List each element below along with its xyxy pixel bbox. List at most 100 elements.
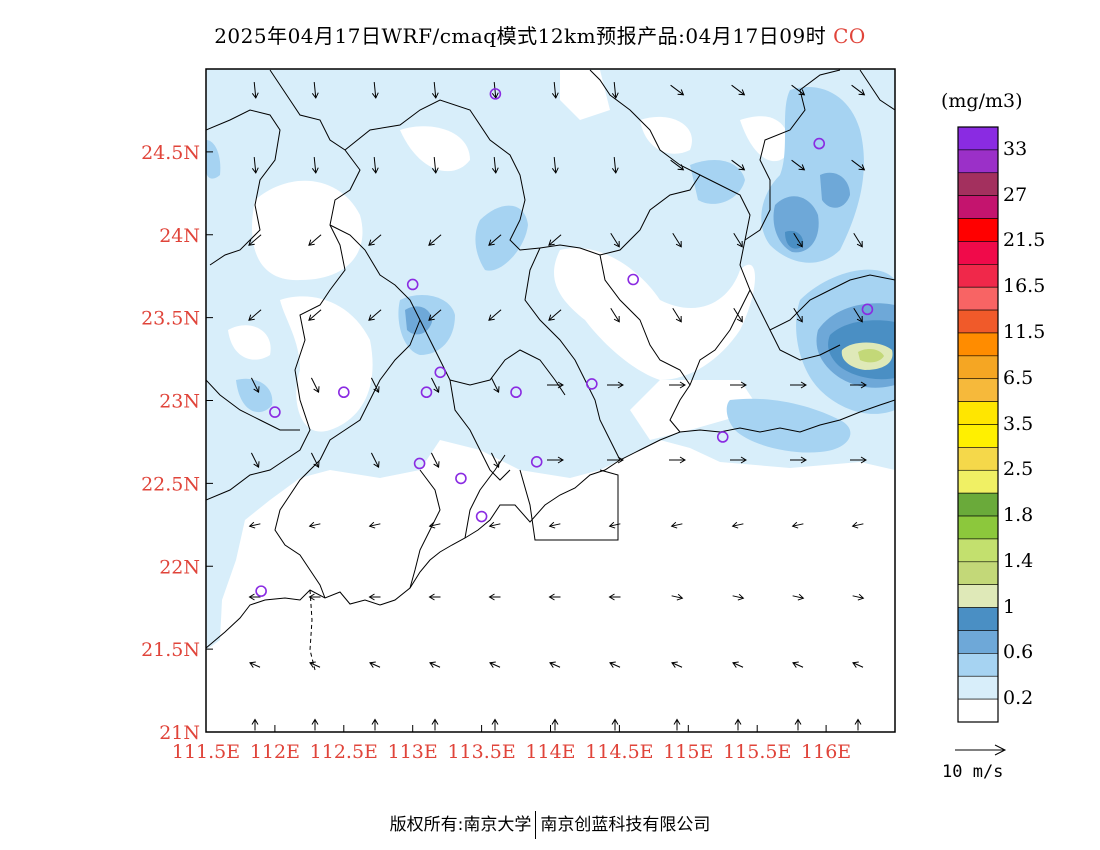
wind-arrow	[611, 156, 619, 174]
y-tick-label: 23.5N	[141, 308, 200, 330]
station-marker	[420, 386, 433, 399]
wind-arrow	[428, 234, 442, 246]
colorbar-swatch	[957, 241, 999, 265]
station-marker	[406, 278, 419, 291]
co-level-below-0-2	[554, 248, 755, 380]
y-tick-label: 23N	[159, 391, 200, 413]
legend-label: 1	[1003, 595, 1016, 618]
wind-arrow	[673, 718, 681, 731]
wind-arrow	[491, 718, 499, 731]
wind-arrow	[428, 593, 441, 601]
border-line	[329, 224, 511, 481]
wind-arrow	[672, 307, 682, 323]
wind-arrow	[549, 661, 561, 668]
wind-arrow	[608, 593, 621, 601]
wind-arrow	[488, 309, 502, 321]
wind-arrow	[371, 81, 379, 99]
colorbar-swatch	[957, 630, 999, 654]
colorbar-swatch	[957, 218, 999, 242]
wind-arrow	[369, 661, 381, 668]
wind-arrow	[547, 381, 564, 389]
wind-arrow	[610, 232, 620, 248]
wind-arrow	[670, 159, 685, 171]
wind-arrow	[853, 232, 863, 248]
colorbar-swatch	[957, 469, 999, 494]
wind-arrow	[311, 156, 319, 174]
wind-arrow	[790, 456, 807, 464]
wind-arrow	[428, 309, 442, 321]
colorbar	[957, 126, 999, 723]
wind-arrow	[730, 456, 747, 464]
wind-arrow	[251, 81, 259, 99]
colorbar-swatch	[957, 195, 999, 219]
wind-arrow	[551, 81, 559, 99]
footer-right: 南京创蓝科技有限公司	[540, 815, 711, 835]
border-line	[319, 319, 421, 461]
wind-arrow	[670, 84, 685, 96]
border-line	[519, 469, 619, 541]
wind-arrow	[733, 307, 743, 323]
wind-arrow	[250, 452, 260, 469]
wind-arrow	[249, 661, 261, 668]
colorbar-swatch	[957, 515, 999, 540]
border-line	[859, 69, 895, 111]
wind-arrow	[731, 521, 744, 529]
wind-arrow	[732, 593, 745, 601]
station-marker	[489, 88, 502, 100]
legend-label: 11.5	[1003, 320, 1046, 343]
copyright-footer: 版权所有:南京大学 南京创蓝科技有限公司	[0, 810, 1100, 839]
wind-arrow	[791, 159, 806, 171]
wind-arrow	[791, 521, 804, 529]
wind-arrow	[431, 718, 439, 731]
wind-arrow	[311, 81, 319, 99]
y-tick-label: 21N	[159, 722, 200, 744]
wind-arrow	[251, 156, 259, 174]
wind-arrow	[611, 81, 619, 99]
colorbar-swatch	[957, 378, 999, 402]
wind-arrow	[790, 381, 807, 389]
colorbar-swatch	[957, 698, 999, 723]
wind-arrow	[308, 521, 321, 529]
wind-arrow	[308, 234, 322, 246]
wind-arrow	[368, 309, 382, 321]
station-marker	[475, 510, 488, 523]
co-level-below-0-2	[630, 380, 760, 440]
colorbar-swatch	[957, 309, 999, 334]
legend-label: 0.6	[1003, 641, 1034, 664]
title-main: 2025年04月17日WRF/cmaq模式12km预报产品:04月17日09时	[214, 24, 827, 48]
x-tick-label: 112.5E	[310, 741, 378, 763]
reference-vector-label: 10 m/s	[942, 762, 1004, 782]
wind-arrow	[852, 593, 865, 601]
station-marker	[455, 472, 467, 485]
legend-label: 3.5	[1003, 412, 1034, 435]
wind-arrow	[310, 452, 320, 469]
wind-arrow	[490, 452, 500, 469]
y-tick-label: 24N	[159, 225, 200, 247]
wind-arrow	[730, 381, 747, 389]
wind-vectors	[248, 81, 867, 731]
colorbar-swatch	[957, 538, 999, 563]
x-tick-label: 113E	[388, 741, 438, 763]
wind-arrow	[248, 234, 262, 246]
colorbar-swatch	[957, 355, 999, 380]
map-title: 2025年04月17日WRF/cmaq模式12km预报产品:04月17日09时 …	[0, 20, 1080, 49]
border-line	[744, 69, 841, 241]
y-tick-label: 24.5N	[141, 142, 200, 164]
colorbar-swatch	[957, 584, 999, 608]
co-level-1	[820, 172, 850, 208]
wind-arrow	[250, 377, 260, 394]
colorbar-swatch	[957, 492, 999, 517]
border-line	[274, 459, 326, 599]
wind-arrow	[607, 381, 624, 389]
y-tick-label: 22.5N	[141, 473, 200, 495]
wind-arrow	[491, 81, 499, 99]
colorbar-swatch	[957, 653, 999, 677]
colorbar-swatch	[957, 401, 999, 425]
wind-arrow	[548, 309, 562, 321]
x-tick-label: 116E	[801, 741, 851, 763]
wind-arrow	[368, 234, 382, 246]
station-marker	[627, 273, 639, 286]
wind-arrow	[609, 661, 621, 668]
wind-arrow	[670, 521, 683, 529]
